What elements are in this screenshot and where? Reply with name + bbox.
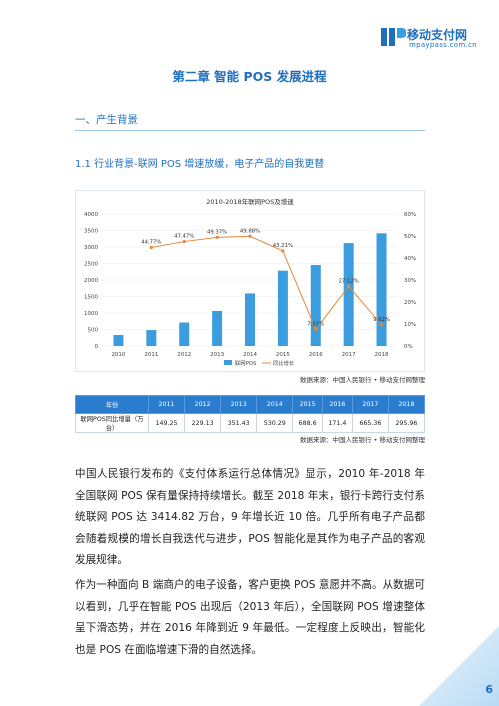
logo-url: mpaypass.com.cn (409, 41, 477, 49)
paragraph: 中国人民银行发布的《支付体系运行总体情况》显示，2010 年-2018 年全国联… (75, 468, 425, 566)
x-tick-label: 2015 (276, 352, 290, 358)
paragraph: 作为一种面向 B 端商户的电子设备，客户更换 POS 意愿并不高。从数据可以看到… (75, 579, 425, 656)
table-row: 联网POS同比增量（万台） 149.25 229.13 351.43 530.29 688… (75, 413, 426, 433)
y2-tick-label: 60% (404, 212, 416, 218)
table-cell: 530.29 (256, 413, 294, 433)
data-label: 43.21% (273, 243, 293, 249)
line-marker (314, 327, 318, 332)
y2-tick-label: 10% (404, 322, 416, 328)
bar (212, 310, 223, 346)
x-tick-label: 2010 (111, 352, 125, 358)
y-tick-label: 3500 (84, 229, 98, 235)
bar (245, 293, 255, 346)
chart-frame: 2010-2018年联网POS及增速 0 500 1000 1500 2000 2500 3… (75, 190, 425, 372)
line-marker (379, 323, 384, 327)
table-cell: 2011 (147, 395, 186, 414)
table-cell: 149.25 (147, 413, 186, 433)
data-label: 44.77% (141, 240, 161, 246)
chart-title: 2010-2018年联网POS及增速 (206, 197, 294, 206)
x-tick-label: 2011 (144, 352, 158, 358)
y-tick-label: 1500 (84, 295, 98, 301)
subsection-heading: 1.1 行业背景-联网 POS 增速放缓，电子产品的自我更替 (75, 159, 325, 170)
y2-tick-label: 0% (404, 344, 413, 350)
y-tick-label: 0 (95, 344, 99, 350)
logo-text: 移动支付网 (407, 28, 468, 42)
x-tick-label: 2018 (375, 352, 389, 358)
data-label: 7.51% (307, 321, 324, 327)
bar (146, 330, 157, 346)
table-cell: 年份 (75, 395, 149, 414)
data-label: 49.37% (207, 229, 227, 235)
y-tick-label: 500 (88, 328, 99, 334)
chart: 2010-2018年联网POS及增速 0 500 1000 1500 2000 2500 3… (84, 197, 416, 367)
y2-tick-label: 30% (404, 278, 416, 284)
line-marker (248, 234, 252, 238)
bar (376, 233, 387, 346)
line (151, 235, 382, 331)
y-tick-label: 2500 (84, 262, 98, 268)
y-tick-label: 2000 (84, 278, 98, 284)
x-tick-label: 2012 (177, 352, 191, 358)
table-cell: 2012 (184, 395, 222, 414)
x-tick-label: 2016 (309, 352, 323, 358)
table-cell: 2013 (220, 395, 258, 414)
x-tick-label: 2013 (210, 352, 224, 358)
bar (179, 322, 190, 346)
table-cell: 2014 (256, 395, 294, 414)
table-cell: 2016 (322, 395, 353, 414)
bar (113, 335, 124, 346)
y2-tick-label: 20% (404, 300, 416, 306)
legend-label: 联网POS (235, 359, 257, 367)
logo-icon (381, 28, 406, 46)
data-label: 47.47% (174, 234, 194, 240)
data-label: 9.62% (373, 317, 390, 323)
page-number: 6 (485, 683, 493, 696)
bar (277, 270, 288, 346)
legend-swatch (224, 360, 232, 365)
table-cell: 665.36 (351, 413, 389, 433)
table-cell: 295.96 (387, 413, 426, 433)
chapter-title: 第二章 智能 POS 发展进程 (172, 69, 327, 84)
section-heading: 一、产生背景 (75, 114, 138, 126)
data-label: 49.88% (240, 228, 260, 234)
table-cell: 联网POS同比增量（万台） (75, 413, 149, 433)
bar (343, 243, 354, 346)
legend-label: 同比增长 (273, 359, 295, 367)
table-cell: 2017 (351, 395, 389, 414)
chart-source: 数据来源：中国人民银行 • 移动支付网整理 (300, 376, 425, 384)
bar (310, 265, 321, 346)
y-tick-label: 4000 (84, 212, 98, 218)
data-label: 27.12% (339, 278, 359, 284)
data-table: 年份 2011 2012 2013 2014 2015 2016 2017 2018 联网POS同… (75, 395, 426, 433)
table-cell: 171.4 (322, 413, 353, 433)
line-marker (281, 249, 285, 253)
table-cell: 688.6 (292, 413, 324, 433)
y2-tick-label: 40% (404, 256, 416, 262)
y-tick-label: 1000 (84, 311, 98, 317)
x-tick-label: 2014 (243, 352, 257, 358)
line-marker (149, 245, 153, 250)
x-tick-label: 2017 (342, 352, 356, 358)
table-row: 年份 2011 2012 2013 2014 2015 2016 2017 2018 (75, 395, 426, 414)
table-source: 数据来源：中国人民银行 • 移动支付网整理 (300, 436, 425, 444)
line-marker (182, 239, 186, 244)
y2-tick-label: 50% (404, 234, 416, 240)
table-cell: 2015 (292, 395, 324, 414)
y-tick-label: 3000 (84, 245, 98, 251)
corner-decoration (419, 626, 499, 706)
table-cell: 2018 (387, 395, 426, 414)
table-cell: 229.13 (184, 413, 222, 433)
table-cell: 351.43 (220, 413, 258, 433)
line-marker (215, 235, 219, 239)
line-marker (347, 284, 351, 288)
section-rule (75, 130, 425, 131)
